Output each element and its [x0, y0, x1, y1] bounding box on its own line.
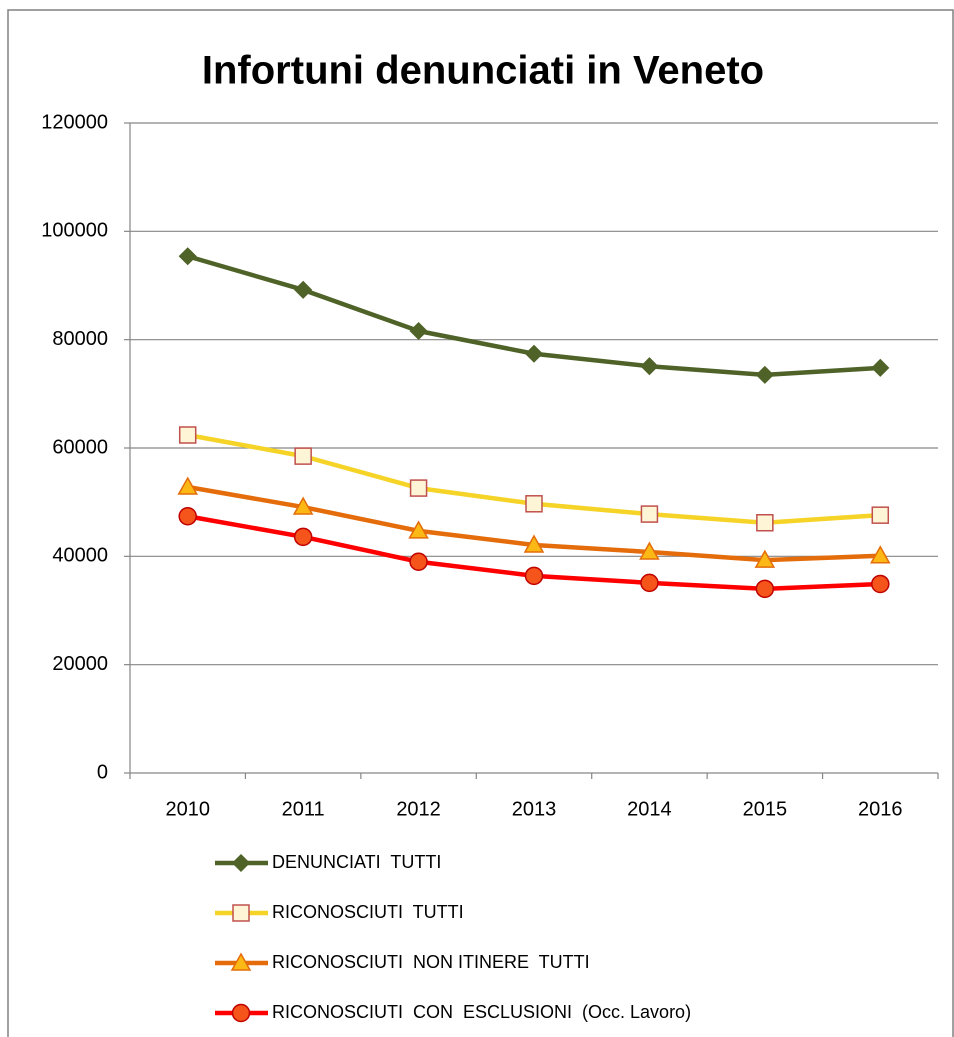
y-tick-label: 20000: [52, 653, 108, 675]
y-tick-label: 100000: [41, 220, 108, 242]
marker: [409, 479, 428, 497]
x-tick-label: 2012: [396, 798, 441, 820]
marker: [177, 476, 198, 495]
marker: [524, 344, 544, 363]
y-tick-label: 40000: [52, 545, 108, 567]
x-tick-label: 2014: [627, 798, 672, 820]
marker: [294, 447, 312, 465]
marker: [293, 527, 313, 547]
marker: [754, 549, 776, 568]
legend-marker: [232, 904, 250, 922]
marker: [523, 534, 545, 553]
marker: [756, 514, 774, 532]
legend-marker: [230, 952, 252, 971]
legend-label: RICONOSCIUTI CON ESCLUSIONI (Occ. Lavoro…: [272, 1002, 691, 1022]
marker: [178, 426, 197, 444]
legend-marker: [231, 1003, 251, 1023]
marker: [524, 566, 544, 586]
marker: [408, 520, 429, 539]
x-tick-label: 2016: [858, 798, 903, 820]
y-tick-label: 120000: [41, 111, 108, 133]
marker: [525, 495, 543, 513]
marker: [294, 280, 313, 299]
marker: [409, 321, 428, 341]
legend-marker: [231, 853, 251, 873]
y-tick-label: 60000: [52, 436, 108, 458]
legend-label: RICONOSCIUTI TUTTI: [272, 902, 464, 922]
marker: [870, 545, 891, 564]
x-tick-label: 2015: [743, 798, 788, 820]
marker: [871, 574, 890, 594]
legend-label: DENUNCIATI TUTTI: [272, 852, 441, 872]
marker: [640, 573, 659, 593]
y-tick-label: 80000: [52, 328, 108, 350]
marker: [178, 507, 197, 526]
marker: [640, 505, 659, 523]
y-tick-label: 0: [97, 761, 108, 783]
x-tick-label: 2010: [165, 798, 210, 820]
marker: [640, 357, 659, 376]
marker: [871, 358, 890, 377]
marker: [755, 365, 774, 384]
marker: [178, 247, 197, 266]
marker: [292, 496, 314, 515]
marker: [639, 541, 660, 560]
chart-title: Infortuni denunciati in Veneto: [202, 49, 764, 93]
x-tick-label: 2013: [512, 798, 557, 820]
chart-border: [7, 9, 954, 1037]
marker: [755, 579, 775, 599]
legend-label: RICONOSCIUTI NON ITINERE TUTTI: [272, 952, 590, 972]
marker: [409, 552, 428, 571]
x-tick-label: 2011: [282, 798, 325, 820]
marker: [871, 506, 890, 524]
